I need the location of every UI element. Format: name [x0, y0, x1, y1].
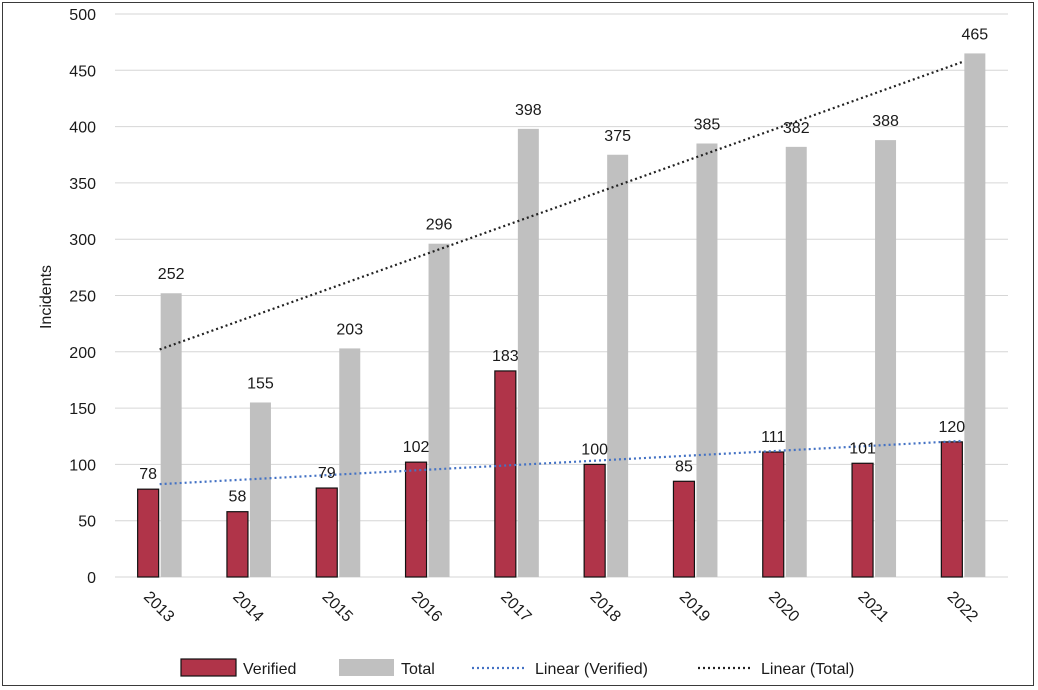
x-tick-label: 2021: [854, 588, 891, 625]
data-label-total: 203: [336, 321, 363, 338]
bar-verified: [315, 487, 338, 578]
y-tick-label: 250: [69, 289, 96, 306]
data-label-total: 375: [604, 128, 631, 145]
bars: [137, 53, 986, 578]
x-tick-label: 2017: [497, 588, 534, 625]
data-label-verified: 85: [675, 458, 693, 475]
data-label-verified: 120: [938, 419, 965, 436]
data-label-total: 385: [694, 116, 721, 133]
data-label-verified: 101: [849, 440, 876, 457]
x-tick-label: 2014: [229, 588, 266, 625]
data-label-total: 252: [158, 266, 185, 283]
bar-total: [339, 348, 361, 577]
bar-verified: [851, 462, 874, 578]
y-tick-label: 200: [69, 345, 96, 362]
y-tick-label: 150: [69, 401, 96, 418]
x-tick-label: 2020: [765, 588, 802, 625]
bar-verified: [404, 461, 428, 578]
legend-label-linear-total: Linear (Total): [761, 661, 854, 678]
y-tick-label: 350: [69, 176, 96, 193]
data-label-verified: 79: [318, 465, 336, 482]
bar-total: [428, 243, 450, 578]
bar-total: [607, 154, 629, 577]
bar-total: [249, 402, 271, 577]
y-tick-label: 100: [69, 457, 96, 474]
y-tick-label: 500: [69, 7, 96, 24]
y-tick-label: 400: [69, 120, 96, 137]
y-axis-ticks: 0 50 100 150 200 250 300 350 400 450 500: [69, 7, 96, 587]
bar-verified: [762, 451, 785, 578]
y-tick-label: 50: [78, 514, 96, 531]
data-label-total: 388: [872, 113, 899, 130]
x-tick-label: 2022: [944, 588, 981, 625]
data-label-verified: 78: [139, 466, 157, 483]
gridlines: [115, 13, 1008, 578]
data-label-verified: 102: [403, 439, 430, 456]
x-tick-label: 2018: [586, 588, 623, 625]
x-tick-label: 2016: [408, 588, 445, 625]
trendlines: [159, 60, 964, 486]
x-tick-label: 2019: [676, 588, 713, 625]
bar-total: [517, 128, 539, 578]
legend-swatch-total: [339, 659, 394, 676]
x-tick-label: 2015: [319, 588, 356, 625]
bar-total: [696, 143, 718, 578]
bar-verified: [226, 511, 249, 578]
legend: Verified Total Linear (Verified) Linear (To…: [180, 658, 854, 678]
data-label-verified: 183: [492, 348, 519, 365]
bar-verified: [494, 370, 517, 578]
data-label-total: 382: [783, 120, 810, 137]
y-tick-label: 300: [69, 232, 96, 249]
data-label-total: 398: [515, 102, 542, 119]
y-tick-label: 450: [69, 63, 96, 80]
data-label-verified: 111: [761, 429, 785, 446]
bar-total: [785, 146, 807, 578]
data-labels: 78 252 58 155 79 203 102 296 183 398 100 375 85 385 11…: [139, 26, 988, 505]
y-tick-label: 0: [87, 570, 96, 587]
bar-total: [875, 140, 897, 577]
trendline-total: [159, 60, 964, 351]
legend-label-linear-verified: Linear (Verified): [535, 661, 648, 678]
trendline-verified: [159, 439, 964, 486]
bar-total: [160, 293, 182, 577]
x-axis-ticks: 2013 2014 2015 2016 2017 2018 2019 2020 2021 2022: [140, 588, 981, 625]
data-label-total: 465: [961, 26, 988, 43]
legend-swatch-verified: [180, 658, 237, 677]
x-tick-label: 2013: [140, 588, 177, 625]
bar-verified: [940, 441, 963, 578]
bar-verified: [137, 488, 160, 578]
bar-verified: [583, 463, 606, 578]
data-label-verified: 58: [229, 489, 247, 506]
data-label-total: 155: [247, 375, 274, 392]
data-label-total: 296: [426, 217, 453, 234]
y-axis-label: Incidents: [38, 265, 55, 329]
bar-verified: [672, 480, 696, 578]
bar-total: [964, 53, 986, 578]
legend-label-total: Total: [401, 661, 435, 678]
data-label-verified: 100: [581, 441, 608, 458]
legend-label-verified: Verified: [243, 661, 296, 678]
